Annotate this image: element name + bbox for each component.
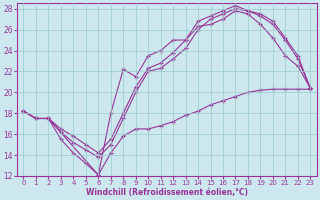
- X-axis label: Windchill (Refroidissement éolien,°C): Windchill (Refroidissement éolien,°C): [86, 188, 248, 197]
